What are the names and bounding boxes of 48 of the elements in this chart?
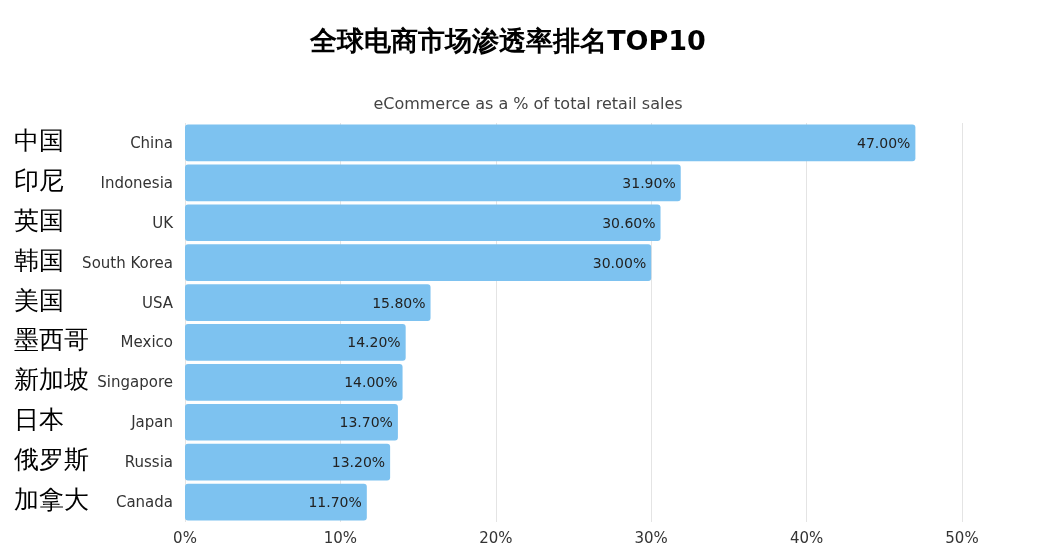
bar <box>185 284 431 321</box>
y-tick-label: USA <box>141 293 174 312</box>
x-tick-label: 0% <box>173 528 197 547</box>
text: 印尼 <box>14 165 64 195</box>
bar <box>185 443 391 481</box>
text: 韩国 <box>14 245 64 275</box>
y-tick-label: Canada <box>115 493 173 512</box>
data-label: 14.20% <box>347 334 401 351</box>
y-tick-label: South Korea <box>82 253 173 272</box>
y-tick-label: Indonesia <box>100 173 173 192</box>
x-tick-label: 30% <box>634 528 668 547</box>
text: 新加坡 <box>14 365 89 395</box>
data-label: 11.70% <box>308 494 362 511</box>
bar <box>185 483 367 521</box>
bar <box>185 164 681 202</box>
x-tick-label: 50% <box>945 528 979 547</box>
text: 日本 <box>14 405 64 435</box>
y-tick-label: China <box>130 133 173 152</box>
data-label: 13.70% <box>339 414 393 431</box>
y-tick-label: Japan <box>130 413 173 432</box>
text: 墨西哥 <box>14 325 89 355</box>
text: 美国 <box>14 285 64 315</box>
y-tick-label: Russia <box>124 453 173 472</box>
data-label: 14.00% <box>344 374 398 391</box>
y-tick-label: UK <box>152 213 175 232</box>
bar <box>185 204 661 242</box>
data-label: 30.60% <box>602 214 656 231</box>
y-tick-label: Singapore <box>97 373 173 392</box>
bar <box>185 244 652 281</box>
bar <box>185 364 403 401</box>
chart-subtitle: eCommerce as a % of total retail sales <box>373 93 683 113</box>
data-label: 47.00% <box>856 134 911 151</box>
text: 俄罗斯 <box>14 445 89 475</box>
bar <box>185 324 406 361</box>
bar <box>185 403 398 441</box>
text: 中国 <box>14 125 64 155</box>
x-tick-label: 20% <box>479 528 513 547</box>
x-tick-label: 10% <box>323 528 358 547</box>
x-tick-label: 40% <box>789 528 824 547</box>
bar <box>185 124 916 162</box>
data-label: 13.20% <box>331 454 386 471</box>
data-label: 15.80% <box>372 294 426 311</box>
text: 加拿大 <box>14 485 89 515</box>
data-label: 31.90% <box>622 174 676 191</box>
data-label: 30.00% <box>592 254 647 271</box>
chart-title: 全球电商市场渗透率排名TOP10 <box>309 25 706 56</box>
y-tick-label: Mexico <box>120 333 173 352</box>
text: 英国 <box>14 205 64 235</box>
